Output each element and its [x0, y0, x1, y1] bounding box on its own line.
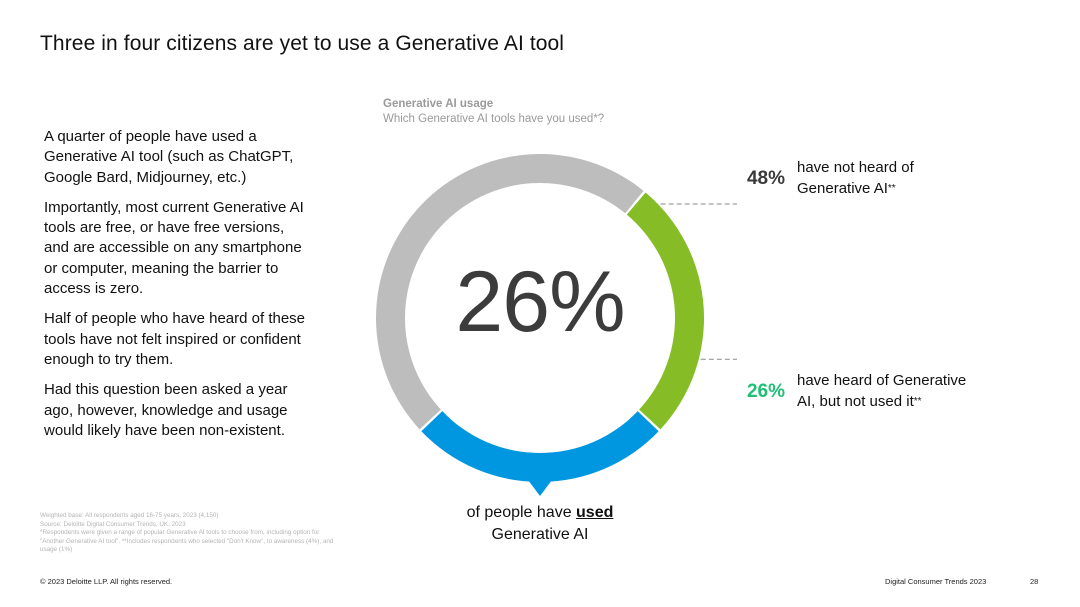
caption-suffix: Generative AI: [491, 526, 589, 543]
chart-subtitle: Which Generative AI tools have you used*…: [383, 113, 605, 125]
footer-page-number: 28: [1030, 577, 1039, 586]
legend-label-heard-not-used: have heard of Generative AI, but not use…: [797, 371, 987, 412]
legend-text: have not heard of Generative AI: [797, 159, 914, 197]
data-label-not-heard: 48%: [746, 168, 785, 189]
slice-pointer: [528, 480, 552, 496]
slide-title: Three in four citizens are yet to use a …: [40, 32, 565, 55]
slice-heard-not-used: [626, 192, 704, 430]
chart-title: Generative AI usage: [383, 98, 494, 110]
footnote-marker: **: [887, 182, 896, 194]
legend-label-not-heard: have not heard of Generative AI**: [797, 158, 987, 199]
data-label-heard-not-used: 26%: [746, 381, 785, 402]
footer-copyright: © 2023 Deloitte LLP. All rights reserved…: [40, 577, 173, 586]
legend-text: have heard of Generative AI, but not use…: [797, 372, 967, 410]
note-footnote: *Respondents were given a range of popul…: [40, 529, 334, 554]
source-notes: Weighted base: All respondents aged 16-7…: [40, 512, 340, 555]
body-paragraph: Importantly, most current Generative AI …: [44, 198, 304, 298]
slice-not-heard: [376, 154, 644, 430]
footer-report-name: Digital Consumer Trends 2023: [885, 577, 987, 586]
body-paragraph: A quarter of people have used a Generati…: [44, 128, 294, 186]
body-text: A quarter of people have used a Generati…: [44, 127, 306, 451]
chart-header: Generative AI usage Which Generative AI …: [383, 97, 604, 127]
note-base: Weighted base: All respondents aged 16-7…: [40, 512, 219, 519]
body-paragraph: Half of people who have heard of these t…: [44, 310, 306, 368]
used-caption: of people have used Generative AI: [440, 502, 640, 546]
note-source: Source: Deloitte Digital Consumer Trends…: [40, 520, 186, 528]
caption-emphasis: used: [576, 504, 614, 521]
caption-prefix: of people have: [466, 504, 577, 521]
body-paragraph: Had this question been asked a year ago,…: [44, 381, 288, 439]
footnote-marker: **: [913, 395, 922, 407]
slice-used: [421, 411, 659, 482]
center-percentage: 26%: [455, 254, 625, 350]
